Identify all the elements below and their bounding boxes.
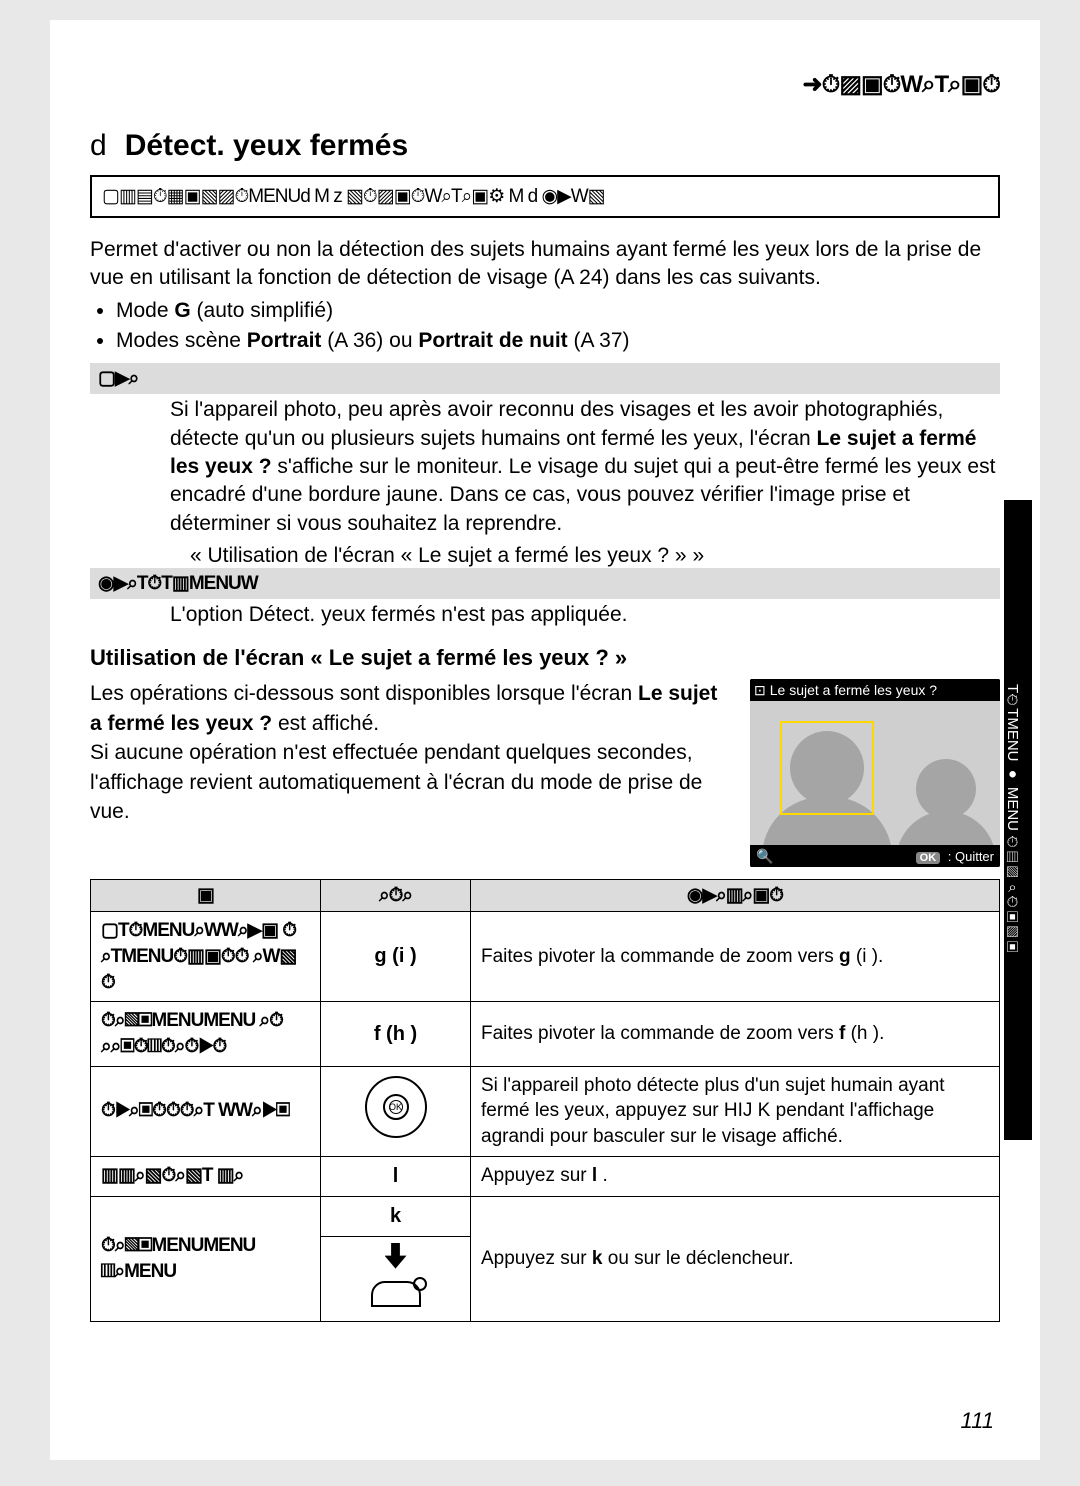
option-on-crossref: « Utilisation de l'écran « Le sujet a fe…: [90, 544, 1000, 568]
preview-bar-icon: ⊡: [754, 682, 766, 699]
zoom-icon: 🔍: [756, 848, 773, 865]
page-title: Détect. yeux fermés: [125, 129, 408, 163]
page-title-row: d Détect. yeux fermés: [90, 129, 1000, 163]
intro-paragraph: Permet d'activer ou non la détection des…: [90, 236, 1000, 293]
page-number: 111: [961, 1408, 994, 1434]
table-row: ⏱⌕▧▣MENUMENU ⌕⏱⌕⌕▣⏱▥⏱⌕⏱▶⏱ f (h ) Faites …: [91, 1002, 1000, 1066]
multi-selector-icon: OK: [365, 1076, 427, 1138]
table-row: ⏱⌕▧▣MENUMENU ▥⌕MENU k Appuyez sur k ou s…: [91, 1196, 1000, 1236]
operations-table: ▣ ⌕⏱⌕ ◉▶⌕▥⌕▣⏱ ▢T⏱MENU⌕WW⌕▶▣ ⏱⌕TMENU⏱▥▣⏱⏱…: [90, 879, 1000, 1321]
face-detection-box: [780, 721, 874, 815]
subject2-head: [916, 759, 976, 819]
col-op: ▣: [91, 880, 321, 912]
header-icons: ➜⏱▨▣⏱W⌕T⌕▣⏱: [90, 70, 1000, 99]
col-ctrl: ⌕⏱⌕: [321, 880, 471, 912]
preview-body: [750, 701, 1000, 845]
option-on-head: ▢▶⌕: [90, 363, 1000, 394]
side-tab: T⏱TMENU ● MENU ⏱▥▧⌕⏱▣▨▣: [1004, 500, 1032, 1140]
preview-footbar: 🔍 OK : Quitter: [750, 845, 1000, 867]
preview-bar-text: Le sujet a fermé les yeux ?: [770, 682, 937, 698]
arrow-down-icon: [385, 1243, 407, 1269]
table-row: ▥▥⌕▧⏱⌕▧T ▥⌕ l Appuyez sur l .: [91, 1156, 1000, 1196]
subsection-text: Les opérations ci-dessous sont disponibl…: [90, 679, 732, 867]
subsection-row: Les opérations ci-dessous sont disponibl…: [90, 679, 1000, 867]
table-header-row: ▣ ⌕⏱⌕ ◉▶⌕▥⌕▣⏱: [91, 880, 1000, 912]
side-tab-label: T⏱TMENU ● MENU ⏱▥▧⌕⏱▣▨▣: [1004, 500, 1021, 1140]
col-desc: ◉▶⌕▥⌕▣⏱: [471, 880, 1000, 912]
preview-titlebar: ⊡ Le sujet a fermé les yeux ?: [750, 679, 1000, 701]
intro-section: Permet d'activer ou non la détection des…: [90, 236, 1000, 355]
option-on-body: Si l'appareil photo, peu après avoir rec…: [90, 394, 1000, 544]
preview-quit: OK : Quitter: [916, 849, 994, 864]
manual-page: ➜⏱▨▣⏱W⌕T⌕▣⏱ d Détect. yeux fermés ▢▥▤⏱▦▣…: [50, 20, 1040, 1460]
subheading: Utilisation de l'écran « Le sujet a ferm…: [90, 645, 1000, 671]
breadcrumb: ▢▥▤⏱▦▣▧▨⏱MENUd M z ▧⏱▨▣⏱W⌕T⌕▣⚙ M d ◉▶W▧: [90, 175, 1000, 218]
shutter-icon: [371, 1281, 421, 1307]
option-off-body: L'option Détect. yeux fermés n'est pas a…: [90, 599, 1000, 635]
option-off-head: ◉▶⌕T⏱T▥MENUW: [90, 568, 1000, 599]
bullet-auto: Mode G (auto simplifié): [116, 297, 1000, 325]
lcd-preview: ⊡ Le sujet a fermé les yeux ? 🔍 OK : Qui…: [750, 679, 1000, 867]
bullet-scene: Modes scène Portrait (A 36) ou Portrait …: [116, 327, 1000, 355]
title-icon: d: [90, 129, 107, 163]
table-row: ▢T⏱MENU⌕WW⌕▶▣ ⏱⌕TMENU⏱▥▣⏱⏱ ⌕W▧⏱ g (i ) F…: [91, 912, 1000, 1002]
table-row: ⏱▶⌕▣⏱⏱⏱⌕T WW⌕▶▣ OK Si l'appareil photo d…: [91, 1066, 1000, 1156]
